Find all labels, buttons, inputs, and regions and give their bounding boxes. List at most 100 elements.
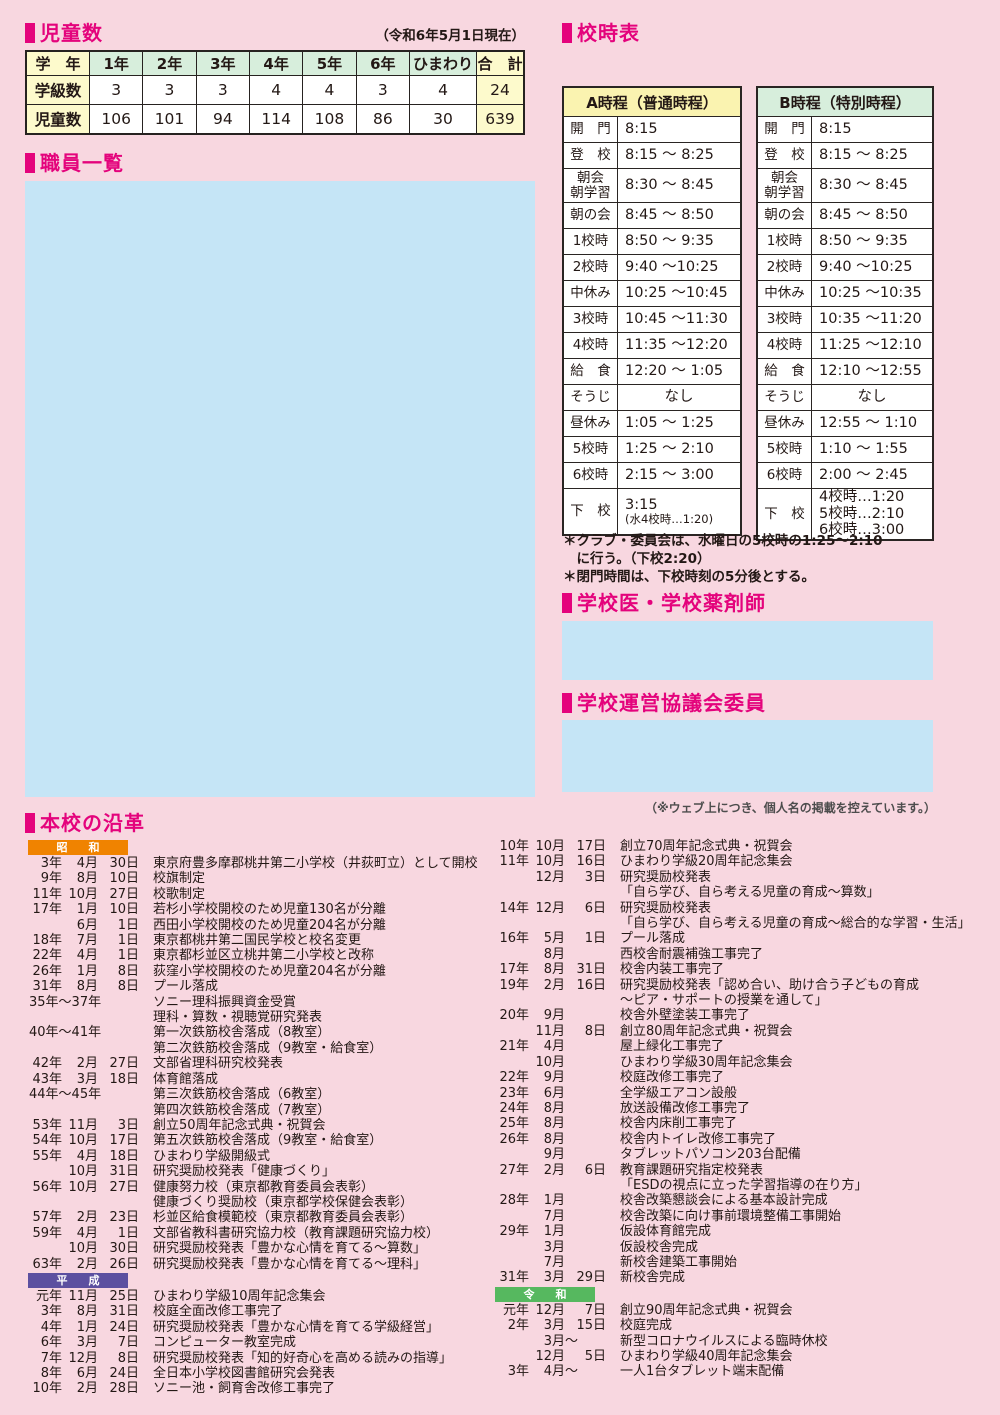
history-entry: 35年～37年 ソニー理科振興資金受賞: [25, 995, 492, 1010]
history-date-year: 7年: [40, 1350, 62, 1366]
timetable-period-label: 朝の会: [564, 203, 618, 228]
timetable-row: 4校時 11:35 ～12:20: [564, 332, 740, 358]
history-date-day: [565, 1086, 606, 1101]
history-date-month: 12月: [535, 869, 565, 885]
history-date-month: 7月: [543, 1254, 565, 1270]
history-entry-date: 35年～37年: [25, 995, 143, 1010]
enrollment-data-row: 学級数 3 3 3 4 4 3 4 24: [25, 75, 525, 105]
timetable-time-main: 8:50 ～ 9:35: [819, 233, 908, 250]
timetable-time: 10:25 ～10:45: [618, 281, 740, 306]
timetable-row: 登 校 8:15 ～ 8:25: [758, 142, 932, 168]
timetable-row: そうじ なし: [758, 384, 932, 410]
history-date-day: [565, 1132, 606, 1147]
enrollment-value-cell: 106: [88, 104, 144, 135]
history-entry-text: 仮設校舎完成: [620, 1239, 699, 1255]
timetable-time: 8:45 ～ 8:50: [812, 203, 932, 228]
timetable-period-label: 開 門: [564, 117, 618, 142]
history-entry-text: 校庭全面改修工事完了: [153, 1304, 284, 1320]
history-date-year: [492, 870, 529, 885]
timetable-time-main: 8:15: [625, 121, 658, 138]
history-entry-text: 創立70周年記念式典・祝賀会: [620, 839, 793, 854]
history-entry-text: 東京府豊多摩郡桃井第二小学校（井荻町立）として開校: [153, 856, 478, 871]
history-date-day: [565, 1070, 606, 1085]
timetable-period-label: 2校時: [564, 255, 618, 280]
history-entry: ～ピア・サポートの授業を通して」: [492, 993, 977, 1008]
history-entry-date: 7年 12月 8日: [25, 1351, 143, 1366]
history-entry-text: 一人1台タブレット端末配備: [620, 1364, 785, 1380]
timetable-time-main: 10:35 ～11:20: [819, 311, 922, 328]
history-entry-text: 校歌制定: [153, 886, 206, 902]
timetable-row: 6校時 2:00 ～ 2:45: [758, 462, 932, 488]
history-entry-text: 校庭完成: [620, 1318, 673, 1334]
timetable-period-label: 中休み: [758, 281, 812, 306]
history-date-month: 8月: [76, 871, 98, 887]
history-entry-text: 西校舎耐震補強工事完了: [620, 946, 764, 962]
history-entry: 10年 2月 28日 ソニー池・飼育舎改修工事完了: [25, 1381, 492, 1396]
history-entry-date: 16年 5月 1日: [492, 931, 610, 946]
timetable-period-label: 朝会 朝学習: [564, 169, 618, 202]
history-entry-text: 第四次鉄筋校舎落成（7教室）: [153, 1102, 331, 1118]
history-entry-date: 20年 9月: [492, 1008, 610, 1023]
enrollment-value-cell: 86: [355, 104, 411, 135]
history-date-day: [565, 1116, 606, 1131]
history-date-day: 7日: [117, 1335, 139, 1351]
history-entry-text: 新型コロナウイルスによる臨時休校: [620, 1333, 828, 1349]
history-entry: 6月 1日 西田小学校開校のため児童204名が分離: [25, 918, 492, 933]
timetable-time: 8:50 ～ 9:35: [812, 229, 932, 254]
history-entry-date: [492, 993, 610, 1008]
history-entry-text: 創立50周年記念式典・祝賀会: [153, 1117, 326, 1133]
history-entry-date: 53年 11月 3日: [25, 1118, 143, 1133]
history-date-day: 6日: [584, 1162, 606, 1178]
history-date-day: 1日: [117, 1225, 139, 1241]
era-badge: 令 和: [495, 1286, 595, 1302]
history-date-year: 10年: [499, 839, 529, 854]
history-entry: 27年 2月 6日 教育課題研究指定校発表: [492, 1163, 977, 1178]
history-date-month: 10月: [535, 1054, 565, 1070]
timetable-period-label: 中休み: [564, 281, 618, 306]
history-entry-text: 研究奨励校発表: [620, 869, 712, 885]
history-entry-date: 26年 1月 8日: [25, 964, 143, 979]
history-entry: 「自ら学び、自ら考える児童の育成～算数」: [492, 885, 977, 900]
history-date-year: 8年: [40, 1366, 62, 1381]
history-date-year: [492, 1209, 529, 1224]
history-date-day: 1日: [117, 917, 139, 933]
history-entry-text: 若杉小学校開校のため児童130名が分離: [153, 902, 386, 918]
timetable-a: A時程（普通時程）開 門 8:15 登 校 8:15 ～ 8:25 朝会 朝学習 8:30…: [562, 86, 742, 536]
timetable-time-main: 8:45 ～ 8:50: [625, 207, 714, 224]
history-entry: 17年 1月 10日 若杉小学校開校のため児童130名が分離: [25, 902, 492, 917]
history-date-month: 10月: [68, 886, 98, 902]
history-date-year: [25, 918, 62, 933]
history-column-left: 昭 和 3年 4月 30日 東京府豊多摩郡桃井第二小学校（井荻町立）として開校 9年 8月 1…: [25, 839, 492, 1397]
timetable-period-label: 5校時: [758, 437, 812, 462]
history-date-range: 40年～41年: [29, 1025, 102, 1041]
history-entry-text: ひまわり学級10周年記念集会: [153, 1288, 326, 1304]
history-date-month: 1月: [76, 902, 98, 918]
history-entry-text: 「自ら学び、自ら考える児童の育成～総合的な学習・生活」: [620, 916, 971, 932]
history-entry-date: 元年 11月 25日: [25, 1289, 143, 1304]
timetable-row: 中休み 10:25 ～10:35: [758, 280, 932, 306]
enrollment-header-cell: 学 年: [25, 50, 90, 76]
history-entry-text: ひまわり学級20周年記念集会: [620, 854, 793, 870]
history-date-month: 6月: [76, 917, 98, 933]
history-entry: 26年 1月 8日 荻窪小学校開校のため児童204名が分離: [25, 964, 492, 979]
era-badge: 平 成: [28, 1272, 128, 1288]
history-date-month: 8月: [76, 1304, 98, 1320]
enrollment-value-cell: 94: [195, 104, 250, 135]
history-date-year: 59年: [32, 1225, 62, 1241]
timetable-time-main: 1:25 ～ 2:10: [625, 441, 714, 458]
history-date-day: 10日: [109, 871, 139, 887]
history-entry-text: ソニー池・飼育舎改修工事完了: [153, 1381, 336, 1397]
timetable-time: 12:20 ～ 1:05: [618, 359, 740, 384]
history-entry-date: 11年 10月 27日: [25, 887, 143, 902]
history-date-month: 9月: [543, 1147, 565, 1163]
heading-marker-icon: [562, 593, 572, 613]
history-entry-date: 23年 6月: [492, 1086, 610, 1101]
history-date-month: 6月: [76, 1366, 98, 1381]
history-date-year: 29年: [499, 1224, 529, 1240]
timetable-period-label: 昼休み: [564, 411, 618, 436]
history-entry-text: 創立90周年記念式典・祝賀会: [620, 1302, 793, 1318]
history-date-year: 元年: [35, 1288, 62, 1304]
history-entry: 10月 30日 研究奨励校発表「豊かな心情を育てる～算数」: [25, 1241, 492, 1256]
doctors-heading-label: 学校医・学校薬剤師: [577, 591, 766, 615]
history-entry-date: 10月 31日: [25, 1164, 143, 1179]
